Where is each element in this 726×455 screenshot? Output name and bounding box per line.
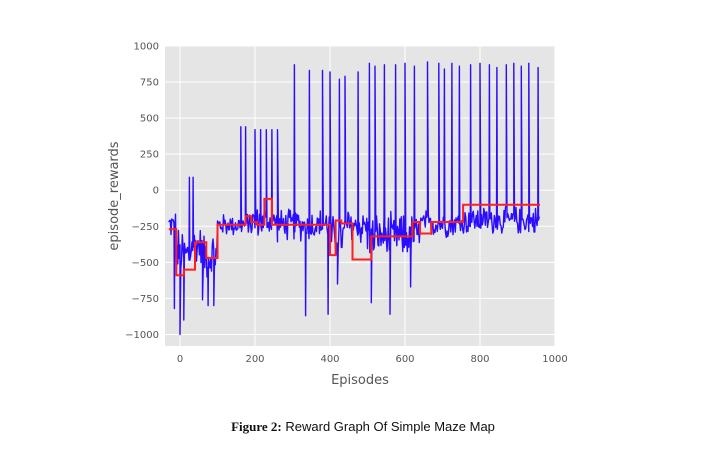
moving-average-series — [168, 197, 540, 277]
y-tick-label: 0 — [153, 186, 159, 197]
x-tick-label: 0 — [177, 354, 183, 365]
y-tick-label: 500 — [140, 114, 159, 125]
series-layer — [168, 61, 540, 336]
x-tick-label: 800 — [470, 354, 489, 365]
y-tick-label: −500 — [132, 258, 159, 269]
x-tick-label: 1000 — [542, 354, 567, 365]
y-axis-label: episode_rewards — [107, 141, 122, 250]
x-tick-label: 200 — [245, 354, 264, 365]
y-tick-label: −1000 — [125, 330, 159, 341]
tick-labels: 0 200 400 600 800 1000 −1000 −750 −500 −250 0 250 50… — [125, 42, 568, 366]
caption-label: Figure 2: — [231, 419, 282, 434]
x-tick-label: 600 — [395, 354, 414, 365]
x-axis-label: Episodes — [331, 373, 389, 388]
y-tick-label: 750 — [140, 78, 159, 89]
raw-reward-series — [168, 61, 540, 336]
y-tick-label: 1000 — [134, 42, 159, 53]
x-tick-label: 400 — [320, 354, 339, 365]
y-tick-label: 250 — [140, 150, 159, 161]
caption-text: Reward Graph Of Simple Maze Map — [285, 419, 495, 434]
y-tick-label: −250 — [132, 222, 159, 233]
y-tick-label: −750 — [132, 294, 159, 305]
figure-caption: Figure 2: Reward Graph Of Simple Maze Ma… — [0, 419, 726, 435]
